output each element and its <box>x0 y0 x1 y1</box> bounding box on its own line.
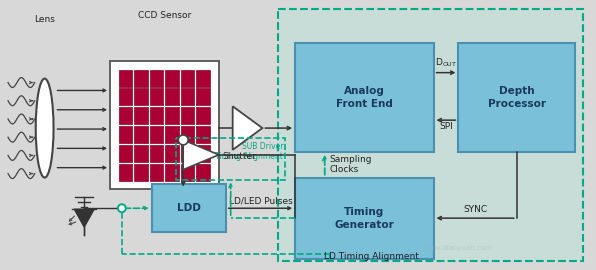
Polygon shape <box>74 209 94 227</box>
Ellipse shape <box>36 79 54 178</box>
Text: Timing
Generator: Timing Generator <box>334 207 394 230</box>
Text: Analog
Front End: Analog Front End <box>336 86 393 109</box>
Text: Depth
Processor: Depth Processor <box>488 86 546 109</box>
Text: $\mathregular{D_{OUT}}$: $\mathregular{D_{OUT}}$ <box>434 56 457 69</box>
Text: CCD Sensor: CCD Sensor <box>138 11 191 20</box>
Polygon shape <box>232 106 262 150</box>
Text: Sampling
Clocks: Sampling Clocks <box>330 155 372 174</box>
Bar <box>110 61 219 190</box>
Bar <box>134 164 148 181</box>
Bar <box>134 145 148 162</box>
Bar <box>150 70 163 86</box>
Polygon shape <box>183 140 219 170</box>
Bar <box>119 164 132 181</box>
Bar <box>134 89 148 105</box>
Bar <box>165 126 179 143</box>
Bar <box>150 107 163 124</box>
Bar <box>181 70 194 86</box>
Text: SYNC: SYNC <box>463 205 487 214</box>
Bar <box>119 89 132 105</box>
Text: Shutter: Shutter <box>223 152 257 161</box>
Text: LD/LED Pulses: LD/LED Pulses <box>229 196 293 205</box>
Bar <box>150 145 163 162</box>
Bar <box>181 126 194 143</box>
Bar <box>197 145 210 162</box>
Bar <box>150 89 163 105</box>
Bar <box>165 89 179 105</box>
Bar <box>165 145 179 162</box>
Bar <box>197 126 210 143</box>
Bar <box>165 164 179 181</box>
Bar <box>134 70 148 86</box>
Bar <box>165 70 179 86</box>
Text: www.dianyuan.com: www.dianyuan.com <box>424 245 493 251</box>
Text: LDD: LDD <box>176 203 201 213</box>
Bar <box>150 164 163 181</box>
Bar <box>181 145 194 162</box>
Text: SPI: SPI <box>439 122 453 131</box>
Bar <box>197 89 210 105</box>
Bar <box>181 164 194 181</box>
Bar <box>197 164 210 181</box>
Bar <box>278 9 583 261</box>
Bar <box>176 138 285 180</box>
Bar <box>119 107 132 124</box>
Bar <box>119 145 132 162</box>
Bar <box>181 107 194 124</box>
Bar <box>295 178 434 259</box>
Bar <box>197 107 210 124</box>
Text: Lens: Lens <box>34 15 55 24</box>
Bar <box>134 126 148 143</box>
Bar <box>151 184 226 232</box>
Bar <box>181 89 194 105</box>
Circle shape <box>178 135 188 145</box>
Text: SUB Driver
Timing Alignment: SUB Driver Timing Alignment <box>215 142 283 161</box>
Bar <box>165 107 179 124</box>
Circle shape <box>118 204 126 212</box>
Bar <box>295 43 434 152</box>
Bar <box>134 107 148 124</box>
Bar <box>119 126 132 143</box>
Text: LD Timing Alignment: LD Timing Alignment <box>324 252 419 261</box>
Bar <box>119 70 132 86</box>
Bar <box>458 43 575 152</box>
Bar <box>150 126 163 143</box>
Bar <box>197 70 210 86</box>
